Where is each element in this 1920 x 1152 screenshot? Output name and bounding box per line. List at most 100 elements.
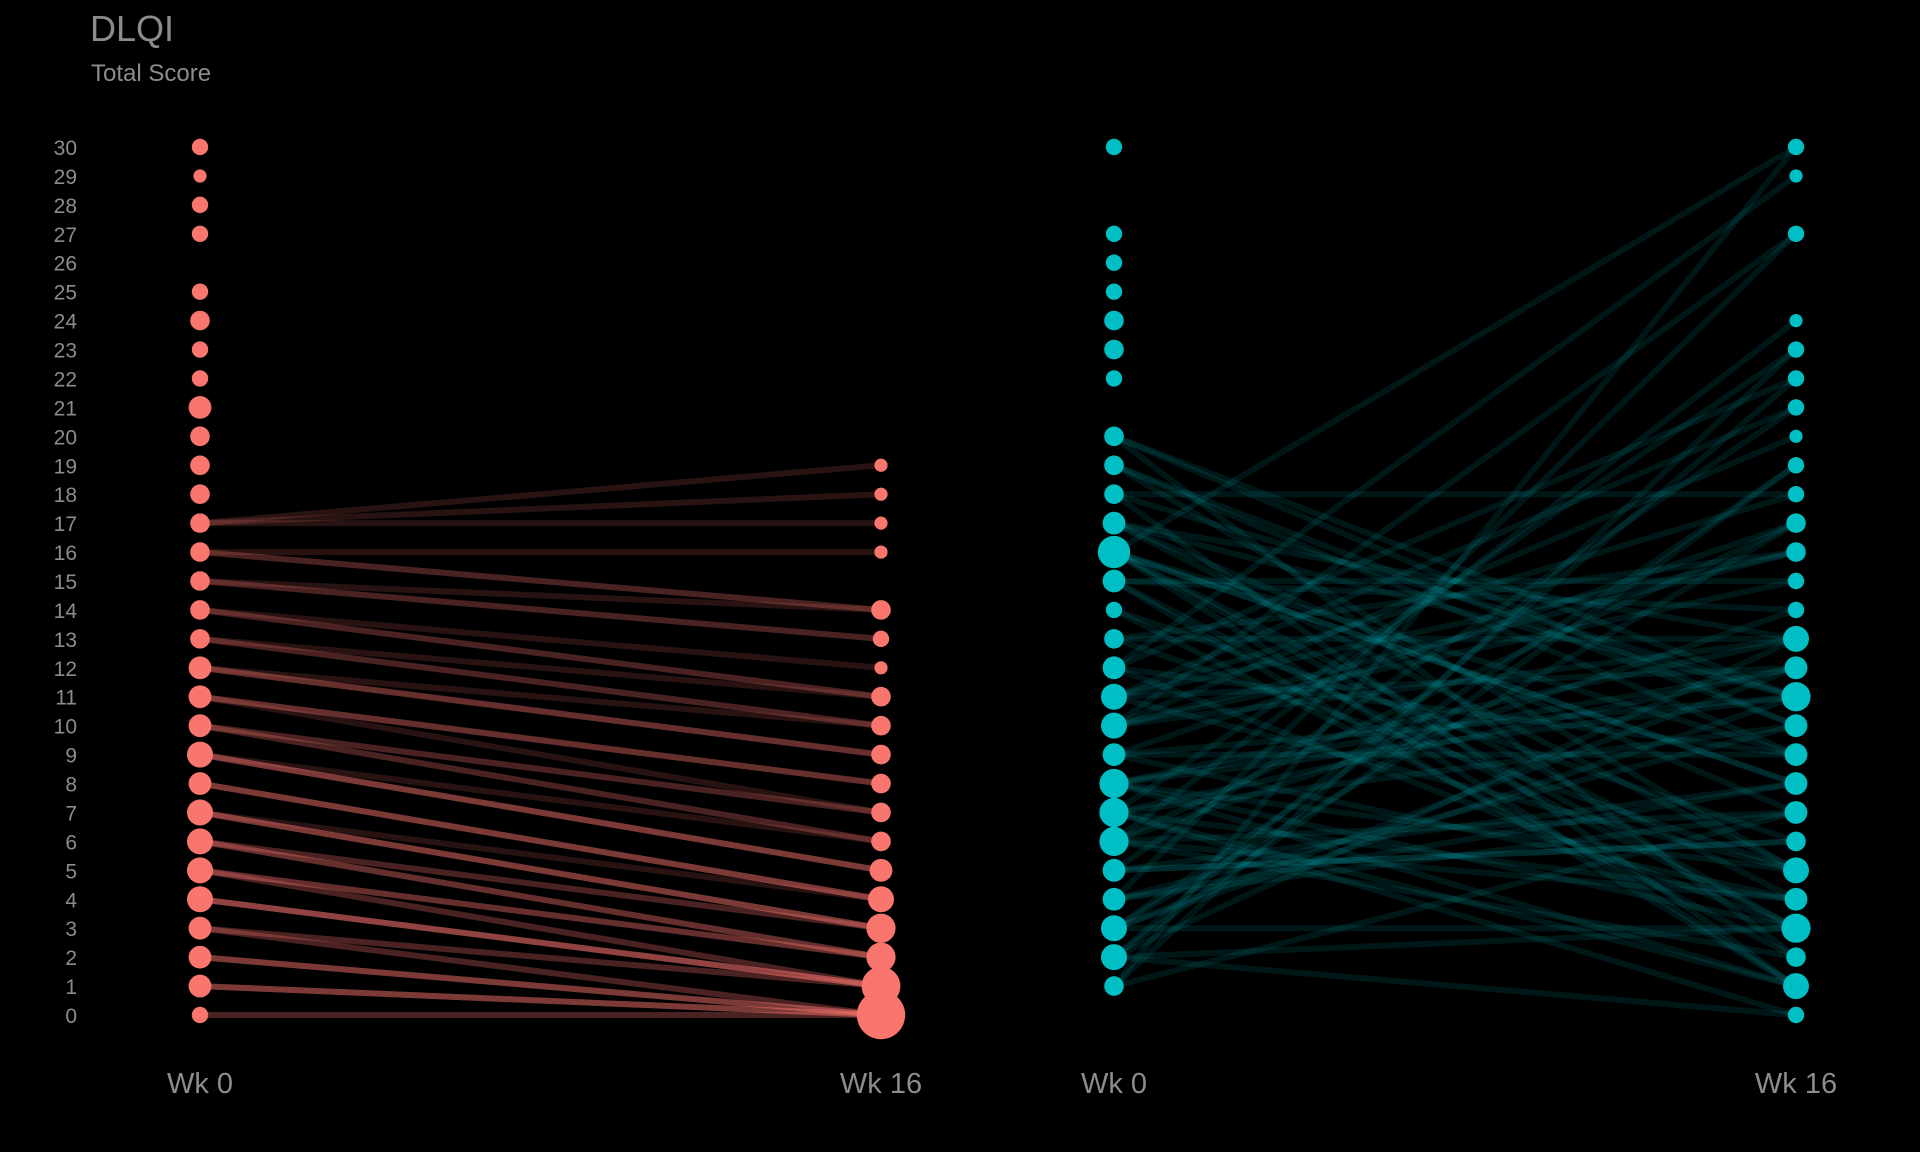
- wk0-point: [187, 828, 213, 855]
- connection-line: [197, 925, 884, 1018]
- connection-line: [1111, 693, 1799, 874]
- chart-subtitle: Total Score: [91, 60, 212, 87]
- connection-line: [1111, 549, 1799, 903]
- connection-line: [1111, 693, 1799, 932]
- connection-line: [197, 635, 884, 700]
- connection-line: [1111, 780, 1799, 903]
- score-points: [187, 138, 1811, 1040]
- connection-line: [197, 867, 884, 990]
- connection-line: [197, 809, 884, 932]
- connection-line: [1111, 144, 1799, 556]
- connection-line: [1111, 809, 1799, 1018]
- connection-line: [1111, 664, 1799, 787]
- y-tick-label: 27: [54, 224, 77, 247]
- connection-line: [1111, 172, 1799, 671]
- wk0-point: [190, 455, 210, 476]
- connection-line: [197, 751, 884, 874]
- connection-line: [1111, 606, 1799, 845]
- y-tick-label: 26: [54, 253, 77, 276]
- y-tick-label: 19: [54, 455, 77, 478]
- wk0-point: [191, 341, 209, 358]
- wk16-point: [1789, 429, 1803, 443]
- wk16-point: [1783, 857, 1809, 884]
- y-axis-ticks: 0123456789101112131415161718192021222324…: [54, 137, 78, 1028]
- connection-line: [1111, 462, 1799, 874]
- connection-line: [1111, 317, 1799, 845]
- wk0-point: [187, 741, 213, 768]
- connection-line: [1111, 664, 1799, 700]
- wk16-point: [1787, 486, 1805, 503]
- wk16-point: [1787, 370, 1805, 387]
- connection-line: [197, 664, 884, 758]
- connection-line: [197, 606, 884, 700]
- connection-line: [1111, 780, 1799, 990]
- y-tick-label: 13: [54, 629, 77, 652]
- connection-line: [1111, 578, 1799, 729]
- y-tick-label: 22: [54, 368, 77, 391]
- connection-line: [197, 578, 884, 613]
- connection-line: [1111, 375, 1799, 671]
- wk16-point: [868, 886, 894, 913]
- wk16-point: [1787, 138, 1805, 156]
- y-tick-label: 24: [54, 311, 78, 334]
- connection-line: [197, 809, 884, 932]
- connection-line: [1111, 838, 1799, 961]
- connection-line: [197, 751, 884, 845]
- connection-line: [1111, 635, 1799, 729]
- wk0-point: [1099, 768, 1129, 799]
- connection-line: [1111, 346, 1799, 990]
- connection-line: [197, 780, 884, 903]
- connection-line: [1111, 578, 1799, 613]
- wk0-point: [190, 484, 210, 505]
- wk0-point: [187, 857, 213, 884]
- connection-line: [1111, 578, 1799, 990]
- connection-line: [1111, 549, 1799, 642]
- connection-line: [1111, 433, 1799, 729]
- connection-line: [197, 722, 884, 845]
- wk0-point: [1102, 569, 1126, 593]
- wk16-point: [1787, 457, 1805, 474]
- connection-line: [197, 983, 884, 1018]
- y-tick-label: 30: [54, 137, 77, 160]
- wk16-point: [1787, 601, 1805, 619]
- connection-line: [1111, 520, 1799, 932]
- wk0-point: [1097, 535, 1131, 569]
- connection-line: [1111, 549, 1799, 990]
- wk0-point: [1105, 225, 1123, 242]
- wk16-point: [866, 913, 896, 943]
- connection-line: [197, 983, 884, 1018]
- wk0-point: [191, 370, 209, 387]
- y-tick-label: 9: [65, 745, 77, 768]
- connection-line: [197, 693, 884, 816]
- wk16-point: [1786, 947, 1806, 967]
- wk0-point: [1102, 887, 1126, 911]
- wk16-point: [874, 487, 888, 501]
- connection-line: [197, 722, 884, 845]
- connection-line: [1111, 462, 1799, 758]
- wk0-point: [1104, 310, 1124, 331]
- connection-line: [197, 635, 884, 729]
- connection-line: [197, 635, 884, 729]
- wk0-point: [1105, 283, 1123, 300]
- connection-line: [197, 983, 884, 1018]
- connection-line: [1111, 462, 1799, 729]
- connection-line: [1111, 954, 1799, 1018]
- wk16-point: [871, 802, 891, 823]
- wk16-point: [1786, 831, 1806, 852]
- connection-line: [197, 954, 884, 1018]
- connection-line: [1111, 375, 1799, 961]
- y-tick-label: 10: [54, 716, 77, 739]
- connection-line: [1111, 230, 1799, 903]
- connection-line: [197, 925, 884, 1018]
- connection-line: [1111, 549, 1799, 758]
- y-tick-label: 0: [65, 1005, 77, 1028]
- connection-line: [197, 780, 884, 903]
- connection-line: [1111, 664, 1799, 932]
- connection-line: [1111, 809, 1799, 903]
- connection-line: [1111, 780, 1799, 874]
- wk0-point: [1099, 797, 1129, 828]
- connection-line: [197, 722, 884, 816]
- connection-line: [197, 751, 884, 874]
- wk0-point: [188, 945, 212, 969]
- connection-line: [1111, 144, 1799, 990]
